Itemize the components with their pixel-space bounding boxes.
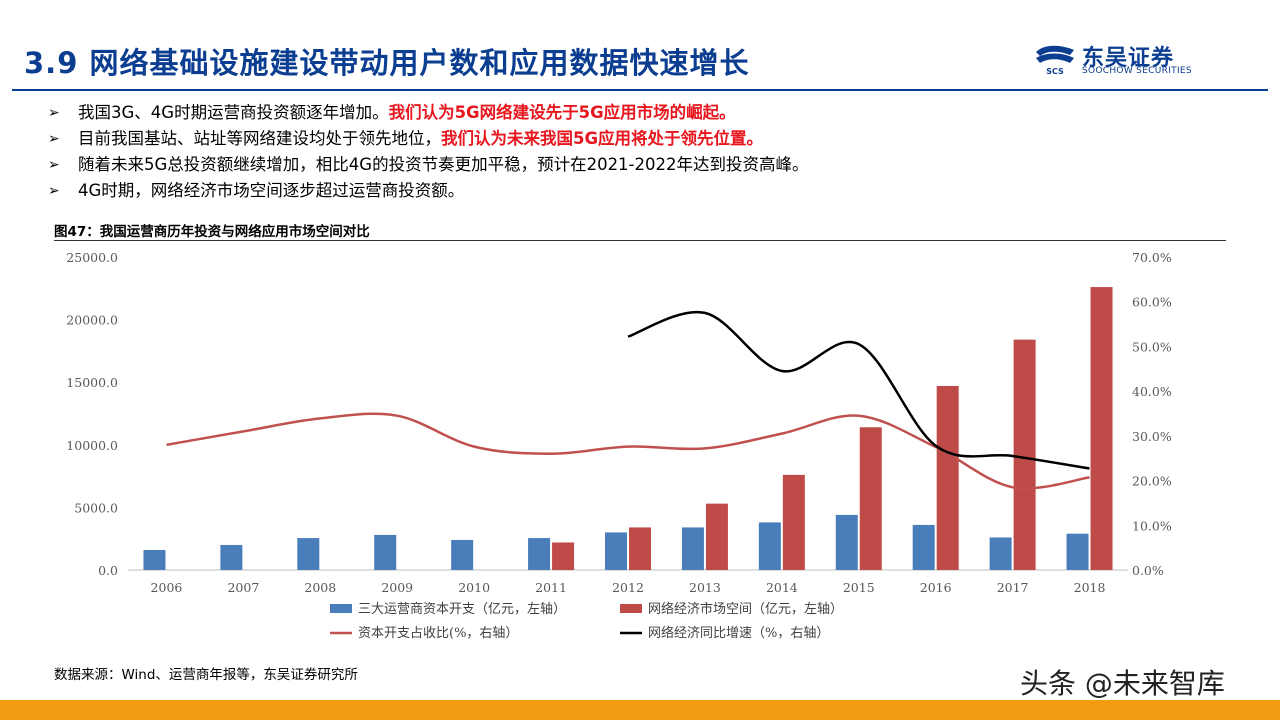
market-space-bar [1090,287,1113,570]
market-space-bar [705,503,728,570]
market-space-bar [552,542,575,570]
bullet-item: ➢ 目前我国基站、站址等网络建设均处于领先地位，我们认为未来我国5G应用将处于领… [48,126,1258,152]
bullet-text: 我国3G、4G时期运营商投资额逐年增加。 [78,103,389,122]
capex-bar [989,537,1012,570]
arrow-bullet-icon: ➢ [48,157,60,173]
capex-bar [681,527,704,570]
network-growth-line [627,310,1090,470]
x-tick-label: 2015 [843,580,875,595]
capex-bar [297,538,320,570]
capex-bar [220,544,243,570]
x-tick-label: 2008 [304,580,336,595]
y-right-tick-label: 70.0% [1132,250,1172,265]
brand-name-cn: 东吴证券 [1082,46,1175,71]
legend-label: 网络经济同比增速（%，右轴） [648,625,829,641]
figure-title: 图47：我国运营商历年投资与网络应用市场空间对比 [54,224,370,240]
x-tick-label: 2016 [920,580,952,595]
market-space-bar [936,385,959,570]
y-right-tick-label: 0.0% [1132,563,1164,578]
y-left-tick-label: 5000.0 [74,500,118,515]
x-tick-label: 2012 [612,580,644,595]
market-space-bar [782,474,805,570]
x-tick-label: 2010 [458,580,490,595]
data-source: 数据来源：Wind、运营商年报等，东吴证券研究所 [54,667,358,683]
footer-bar [0,700,1280,720]
y-left-tick-label: 15000.0 [66,375,118,390]
bullet-list: ➢ 我国3G、4G时期运营商投资额逐年增加。我们认为5G网络建设先于5G应用市场… [48,100,1258,204]
capex-bar [912,524,935,570]
y-left-tick-label: 10000.0 [66,438,118,453]
capex-bar [374,534,397,570]
soochow-logo-icon: SCS [1036,45,1074,76]
x-tick-label: 2013 [689,580,721,595]
capex-bar [143,549,166,570]
figure-title-underline [54,240,1226,241]
y-right-tick-label: 20.0% [1132,474,1172,489]
arrow-bullet-icon: ➢ [48,131,60,147]
x-tick-label: 2006 [151,580,183,595]
market-space-bar [1013,339,1036,570]
arrow-bullet-icon: ➢ [48,183,60,199]
y-right-tick-label: 10.0% [1132,518,1172,533]
bullet-text: 4G时期，网络经济市场空间逐步超过运营商投资额。 [78,181,465,200]
bullet-text: 随着未来5G总投资额继续增加，相比4G的投资节奏更加平稳，预计在2021-202… [78,155,809,174]
watermark: 头条 @未来智库 [1020,667,1225,700]
bullet-item: ➢ 4G时期，网络经济市场空间逐步超过运营商投资额。 [48,178,1258,204]
y-right-tick-label: 40.0% [1132,384,1172,399]
x-tick-label: 2009 [381,580,413,595]
y-right-tick-label: 30.0% [1132,429,1172,444]
brand-logo-text: SCS [1046,67,1064,76]
bullet-emphasis: 我们认为5G网络建设先于5G应用市场的崛起。 [388,103,736,122]
y-left-tick-label: 20000.0 [66,313,118,328]
y-right-tick-label: 60.0% [1132,295,1172,310]
capex-bar [835,514,858,570]
capex-bar [451,539,474,570]
legend-label: 资本开支占收比(%，右轴） [358,626,518,641]
x-tick-label: 2007 [227,580,259,595]
bullet-emphasis: 我们认为未来我国5G应用将处于领先位置。 [441,129,764,148]
x-tick-label: 2018 [1074,580,1106,595]
y-left-tick-label: 25000.0 [66,250,118,265]
x-tick-label: 2017 [997,580,1029,595]
arrow-bullet-icon: ➢ [48,105,60,121]
market-space-bar [859,427,882,570]
legend-label: 三大运营商资本开支（亿元，左轴） [358,602,566,617]
bullet-text: 目前我国基站、站址等网络建设均处于领先地位， [78,129,441,148]
bullet-item: ➢ 我国3G、4G时期运营商投资额逐年增加。我们认为5G网络建设先于5G应用市场… [48,100,1258,126]
legend-swatch [620,604,642,613]
x-tick-label: 2011 [535,580,567,595]
brand-name-en: SOOCHOW SECURITIES [1082,66,1192,76]
capex-bar [1066,533,1089,570]
legend-label: 网络经济市场空间（亿元，左轴） [648,601,843,617]
x-tick-label: 2014 [766,580,798,595]
market-space-bar [629,527,651,570]
capex-bar [758,522,781,570]
page-title: 3.9 网络基础设施建设带动用户数和应用数据快速增长 [24,46,750,80]
header-divider [12,89,1268,91]
y-right-tick-label: 50.0% [1132,339,1172,354]
legend-swatch [330,604,352,613]
capex-bar [528,538,551,570]
investment-vs-market-chart: 0.0 5000.0 10000.0 15000.0 20000.0 25000.0 0.0… [66,250,1172,641]
capex-bar [605,532,627,570]
bullet-item: ➢ 随着未来5G总投资额继续增加，相比4G的投资节奏更加平稳，预计在2021-2… [48,152,1258,178]
y-left-tick-label: 0.0 [98,563,118,578]
brand-logo: SCS 东吴证券 SOOCHOW SECURITIES [1034,42,1234,78]
